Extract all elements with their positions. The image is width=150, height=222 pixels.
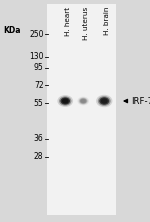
Ellipse shape <box>62 99 69 103</box>
Ellipse shape <box>101 98 108 104</box>
Ellipse shape <box>81 99 86 103</box>
Ellipse shape <box>79 98 88 104</box>
Ellipse shape <box>57 95 73 107</box>
Text: IRF-7: IRF-7 <box>131 97 150 105</box>
Text: H. heart: H. heart <box>65 7 71 36</box>
Ellipse shape <box>78 97 89 105</box>
Text: 95: 95 <box>34 63 44 72</box>
Ellipse shape <box>59 96 71 106</box>
Text: 55: 55 <box>34 99 44 108</box>
Ellipse shape <box>99 97 109 105</box>
Text: 28: 28 <box>34 152 44 161</box>
Text: 130: 130 <box>29 52 44 61</box>
Ellipse shape <box>60 97 70 105</box>
Text: H. uterus: H. uterus <box>83 7 89 40</box>
Text: 250: 250 <box>29 30 44 39</box>
Text: H. brain: H. brain <box>104 7 110 35</box>
Text: 36: 36 <box>34 134 44 143</box>
Text: KDa: KDa <box>3 26 21 35</box>
Ellipse shape <box>98 96 111 106</box>
Ellipse shape <box>96 95 112 107</box>
Text: 72: 72 <box>34 81 43 90</box>
Ellipse shape <box>80 98 87 104</box>
Bar <box>47 4 116 215</box>
